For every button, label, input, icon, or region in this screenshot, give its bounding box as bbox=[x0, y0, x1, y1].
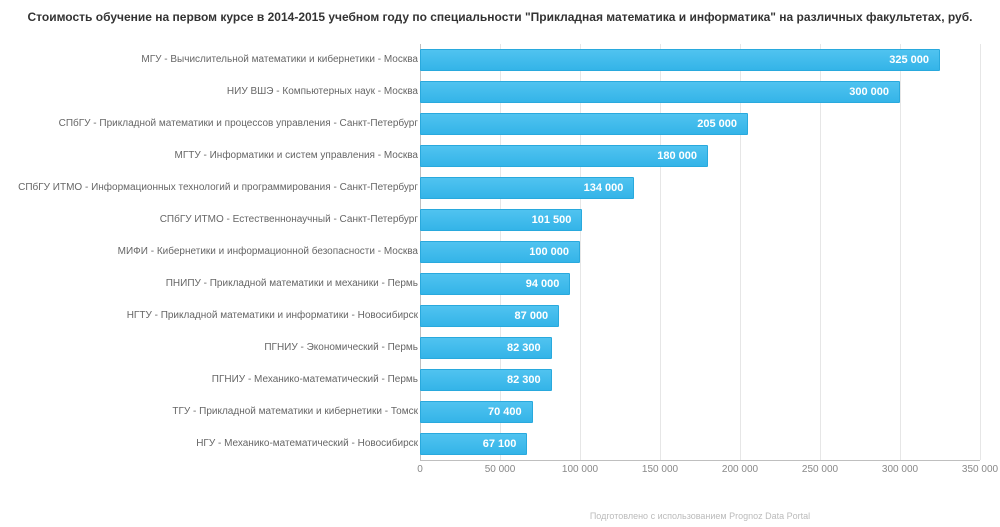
x-tick: 350 000 bbox=[962, 464, 998, 475]
bar: 205 000 bbox=[420, 113, 748, 135]
bar: 94 000 bbox=[420, 273, 570, 295]
bar-value: 94 000 bbox=[526, 274, 560, 294]
row-label: ПНИПУ - Прикладной математики и механики… bbox=[8, 268, 418, 300]
chart-row: ПГНИУ - Экономический - Пермь 82 300 bbox=[0, 332, 1000, 364]
x-tick: 0 bbox=[417, 464, 423, 475]
bar-value: 134 000 bbox=[584, 178, 624, 198]
bar-value: 82 300 bbox=[507, 338, 541, 358]
row-label: МГУ - Вычислительной математики и киберн… bbox=[8, 44, 418, 76]
chart-row: ТГУ - Прикладной математики и кибернетик… bbox=[0, 396, 1000, 428]
bar-value: 300 000 bbox=[849, 82, 889, 102]
row-label: ТГУ - Прикладной математики и кибернетик… bbox=[8, 396, 418, 428]
x-tick: 250 000 bbox=[802, 464, 838, 475]
chart-row: НГУ - Механико-математический - Новосиби… bbox=[0, 428, 1000, 460]
row-label: НГУ - Механико-математический - Новосиби… bbox=[8, 428, 418, 460]
chart-row: МГТУ - Информатики и систем управления -… bbox=[0, 140, 1000, 172]
chart-row: МИФИ - Кибернетики и информационной безо… bbox=[0, 236, 1000, 268]
bar: 300 000 bbox=[420, 81, 900, 103]
chart-row: ПГНИУ - Механико-математический - Пермь 8… bbox=[0, 364, 1000, 396]
x-tick: 300 000 bbox=[882, 464, 918, 475]
bar: 67 100 bbox=[420, 433, 527, 455]
bar-value: 101 500 bbox=[532, 210, 572, 230]
row-label: ПГНИУ - Экономический - Пермь bbox=[8, 332, 418, 364]
chart-row: НИУ ВШЭ - Компьютерных наук - Москва 300 … bbox=[0, 76, 1000, 108]
chart-row: ПНИПУ - Прикладной математики и механики… bbox=[0, 268, 1000, 300]
chart-row: СПбГУ - Прикладной математики и процессо… bbox=[0, 108, 1000, 140]
row-label: СПбГУ ИТМО - Естественнонаучный - Санкт-… bbox=[8, 204, 418, 236]
x-tick: 200 000 bbox=[722, 464, 758, 475]
row-label: НИУ ВШЭ - Компьютерных наук - Москва bbox=[8, 76, 418, 108]
chart-row: НГТУ - Прикладной математики и информати… bbox=[0, 300, 1000, 332]
chart-row: МГУ - Вычислительной математики и киберн… bbox=[0, 44, 1000, 76]
row-label: СПбГУ ИТМО - Информационных технологий и… bbox=[8, 172, 418, 204]
bar-value: 100 000 bbox=[529, 242, 569, 262]
bar: 134 000 bbox=[420, 177, 634, 199]
x-tick: 150 000 bbox=[642, 464, 678, 475]
chart-footer: Подготовлено с использованием Prognoz Da… bbox=[420, 511, 980, 521]
bar-value: 180 000 bbox=[657, 146, 697, 166]
bar: 82 300 bbox=[420, 337, 552, 359]
x-tick: 100 000 bbox=[562, 464, 598, 475]
bar: 70 400 bbox=[420, 401, 533, 423]
bar-value: 67 100 bbox=[483, 434, 517, 454]
row-label: НГТУ - Прикладной математики и информати… bbox=[8, 300, 418, 332]
bar: 325 000 bbox=[420, 49, 940, 71]
row-label: МГТУ - Информатики и систем управления -… bbox=[8, 140, 418, 172]
bar: 82 300 bbox=[420, 369, 552, 391]
chart-row: СПбГУ ИТМО - Информационных технологий и… bbox=[0, 172, 1000, 204]
chart-area: МГУ - Вычислительной математики и киберн… bbox=[0, 36, 1000, 488]
row-label: СПбГУ - Прикладной математики и процессо… bbox=[8, 108, 418, 140]
bar: 101 500 bbox=[420, 209, 582, 231]
bar: 87 000 bbox=[420, 305, 559, 327]
chart-title: Стоимость обучение на первом курсе в 201… bbox=[0, 0, 1000, 30]
bar-value: 205 000 bbox=[697, 114, 737, 134]
row-label: МИФИ - Кибернетики и информационной безо… bbox=[8, 236, 418, 268]
chart-row: СПбГУ ИТМО - Естественнонаучный - Санкт-… bbox=[0, 204, 1000, 236]
bar-value: 82 300 bbox=[507, 370, 541, 390]
bar-value: 325 000 bbox=[889, 50, 929, 70]
x-axis: 0 50 000 100 000 150 000 200 000 250 000 300 0… bbox=[420, 460, 980, 484]
bar-value: 70 400 bbox=[488, 402, 522, 422]
x-tick: 50 000 bbox=[485, 464, 516, 475]
bar-value: 87 000 bbox=[515, 306, 549, 326]
bar: 100 000 bbox=[420, 241, 580, 263]
bar: 180 000 bbox=[420, 145, 708, 167]
row-label: ПГНИУ - Механико-математический - Пермь bbox=[8, 364, 418, 396]
